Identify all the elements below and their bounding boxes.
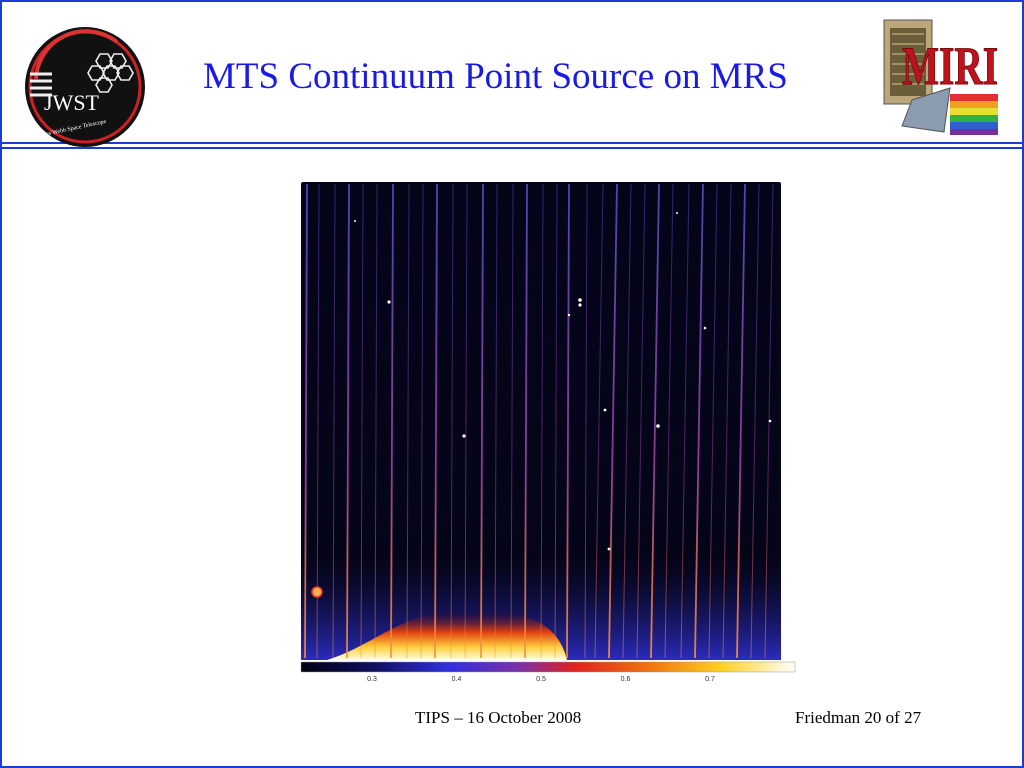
spectral-line <box>420 183 424 659</box>
spectral-line <box>650 183 660 659</box>
header-divider <box>2 142 1022 144</box>
spectral-line <box>584 183 588 659</box>
miri-logo: MIRI <box>883 19 999 135</box>
spectral-line <box>434 183 438 659</box>
spectral-line <box>390 183 394 659</box>
spectral-line <box>680 183 690 659</box>
spectral-line <box>494 183 498 659</box>
header-divider-lower <box>2 147 1022 149</box>
detector-image: 0.3 0.4 0.5 0.6 0.7 <box>297 178 797 686</box>
spectral-line <box>464 183 468 659</box>
spectral-line <box>360 183 364 659</box>
colorbar-ticks: 0.3 0.4 0.5 0.6 0.7 <box>367 676 715 683</box>
colorbar-tick-label: 0.5 <box>536 676 546 683</box>
spectral-line <box>736 183 746 659</box>
spectral-line <box>708 183 718 659</box>
spectral-line <box>304 183 308 659</box>
colorbar-tick-label: 0.6 <box>621 676 631 683</box>
spectral-line <box>594 183 604 659</box>
spectral-line <box>750 183 760 659</box>
spectral-line <box>450 183 454 659</box>
spectral-line <box>346 183 350 659</box>
spectral-line <box>540 183 544 659</box>
spectral-line <box>316 183 320 659</box>
page-title: MTS Continuum Point Source on MRS <box>203 56 788 97</box>
colorbar-tick-label: 0.3 <box>367 676 377 683</box>
spectral-line <box>622 183 632 659</box>
glow-region <box>327 609 567 660</box>
colorbar-tick-label: 0.7 <box>705 676 715 683</box>
spectral-line <box>636 183 646 659</box>
spectral-line <box>374 183 378 659</box>
spectral-line <box>694 183 704 659</box>
spectral-line <box>332 183 336 659</box>
colorbar <box>300 661 796 673</box>
spectral-line <box>566 183 570 659</box>
spectral-line <box>664 183 674 659</box>
footer-page-number: Friedman 20 of 27 <box>795 708 922 727</box>
spectral-line <box>608 183 618 659</box>
miri-logo-text: MIRI <box>902 36 998 96</box>
footer-date: TIPS – 16 October 2008 <box>415 708 582 727</box>
colorbar-tick-label: 0.4 <box>452 676 462 683</box>
spectral-line <box>722 183 732 659</box>
spectral-line <box>480 183 484 659</box>
spectral-line <box>510 183 514 659</box>
jwst-logo-text: JWST <box>44 90 100 115</box>
spectral-line <box>524 183 528 659</box>
spectral-line <box>406 183 410 659</box>
spectral-line <box>554 183 558 659</box>
spectral-lines <box>304 183 774 659</box>
jwst-logo: JWST James Webb Space Telescope <box>25 27 145 147</box>
